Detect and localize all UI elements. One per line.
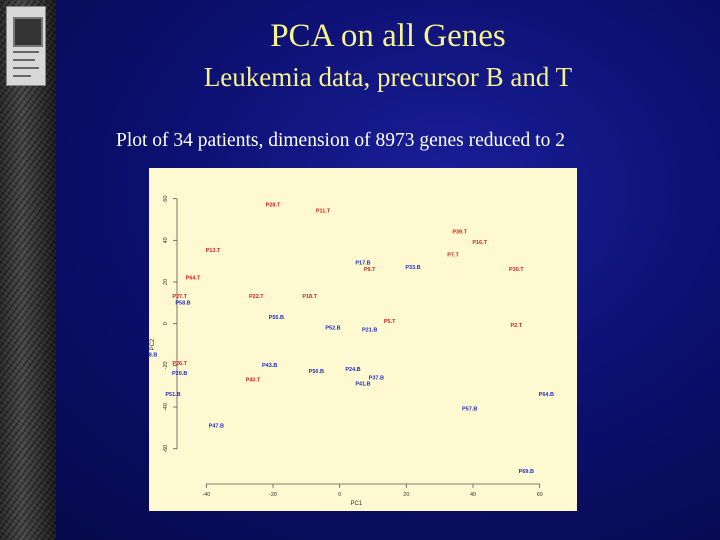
data-point-p9-t: P9.T <box>364 267 376 273</box>
data-point-p33-b: P33.B <box>405 265 420 271</box>
x-tick-label: 60 <box>537 492 543 498</box>
data-point-p2-t: P2.T <box>511 323 523 329</box>
data-point-p41-b: P41.B <box>355 382 370 388</box>
data-point-p64-t: P64.T <box>186 275 201 281</box>
data-point-p21-b: P21.B <box>362 327 377 333</box>
x-tick-label: -40 <box>202 492 210 498</box>
data-point-p51-b: P51.B <box>165 392 180 398</box>
y-tick-label: 60 <box>163 196 169 202</box>
data-point-p27-t: P27.T <box>172 294 187 300</box>
data-point-p28-t: P28.T <box>266 202 281 208</box>
plot-axes: 60 40 20 0 -20 -40 -60 -40 -20 0 20 40 60 PC1 PC2 <box>150 196 543 507</box>
logo-line <box>13 59 35 61</box>
y-tick-label: -60 <box>163 445 169 453</box>
slide-subtitle: Leukemia data, precursor B and T <box>203 62 573 92</box>
y-tick-label: -40 <box>163 403 169 411</box>
data-point-p24-b: P24.B <box>345 367 360 373</box>
y-axis-label: PC2 <box>150 338 156 350</box>
data-point-p47-b: P47.B <box>209 423 224 429</box>
data-point-p57-b: P57.B <box>462 407 477 413</box>
data-point-p50-b: P50.B <box>309 369 324 375</box>
logo-line <box>13 51 39 53</box>
data-point-p11-t: P11.T <box>316 209 331 215</box>
data-point-p55-b: P55.B <box>269 315 284 321</box>
data-point-p37-b: P37.B <box>369 375 384 381</box>
y-tick-label: 0 <box>163 322 169 325</box>
x-axis-label: PC1 <box>350 501 362 507</box>
data-point-p26-t: P26.T <box>172 361 187 367</box>
plot-points: P28.T P11.T P39.T P16.T P13.T P7.T P17.B P33.B P… <box>142 202 554 475</box>
data-point-p7-t: P7.T <box>447 252 459 258</box>
logo-emblem <box>13 17 43 47</box>
x-tick-label: 20 <box>403 492 409 498</box>
data-point-p40-t: P40.T <box>246 377 261 383</box>
x-tick-label: 40 <box>470 492 476 498</box>
x-tick-label: -20 <box>269 492 277 498</box>
data-point-p20-b: P20.B <box>172 371 187 377</box>
data-point-p13-t: P13.T <box>206 248 221 254</box>
data-point-p22-t: P22.T <box>249 294 264 300</box>
data-point-p17-b: P17.B <box>355 261 370 267</box>
data-point-p48-b: P48.B <box>149 352 157 358</box>
decorative-side-strip <box>0 0 56 540</box>
data-point-p30-t: P30.T <box>509 267 524 273</box>
pca-scatter-plot: 60 40 20 0 -20 -40 -60 -40 -20 0 20 40 60 PC1 PC2 P28.… <box>142 168 577 511</box>
logo-line <box>13 67 39 69</box>
data-point-p16-t: P16.T <box>472 240 487 246</box>
data-point-p18-t: P18.T <box>302 294 317 300</box>
data-point-p58-b: P58.B <box>175 300 190 306</box>
data-point-p5-t: P5.T <box>384 319 396 325</box>
data-point-p39-t: P39.T <box>452 229 467 235</box>
data-point-p69-b: P69.B <box>519 469 534 475</box>
slide-caption: Plot of 34 patients, dimension of 8973 g… <box>116 130 565 151</box>
logo-line <box>13 75 31 77</box>
slide-title: PCA on all Genes <box>270 18 506 54</box>
data-point-p43-b: P43.B <box>262 363 277 369</box>
y-tick-label: 40 <box>163 237 169 243</box>
data-point-p52-b: P52.B <box>325 325 340 331</box>
x-tick-label: 0 <box>338 492 341 498</box>
data-point-p64-b: P64.B <box>539 392 554 398</box>
y-tick-label: 20 <box>163 279 169 285</box>
scatter-svg: 60 40 20 0 -20 -40 -60 -40 -20 0 20 40 60 PC1 PC2 P28.… <box>142 196 554 507</box>
y-tick-label: -20 <box>163 361 169 369</box>
logo <box>6 6 46 86</box>
